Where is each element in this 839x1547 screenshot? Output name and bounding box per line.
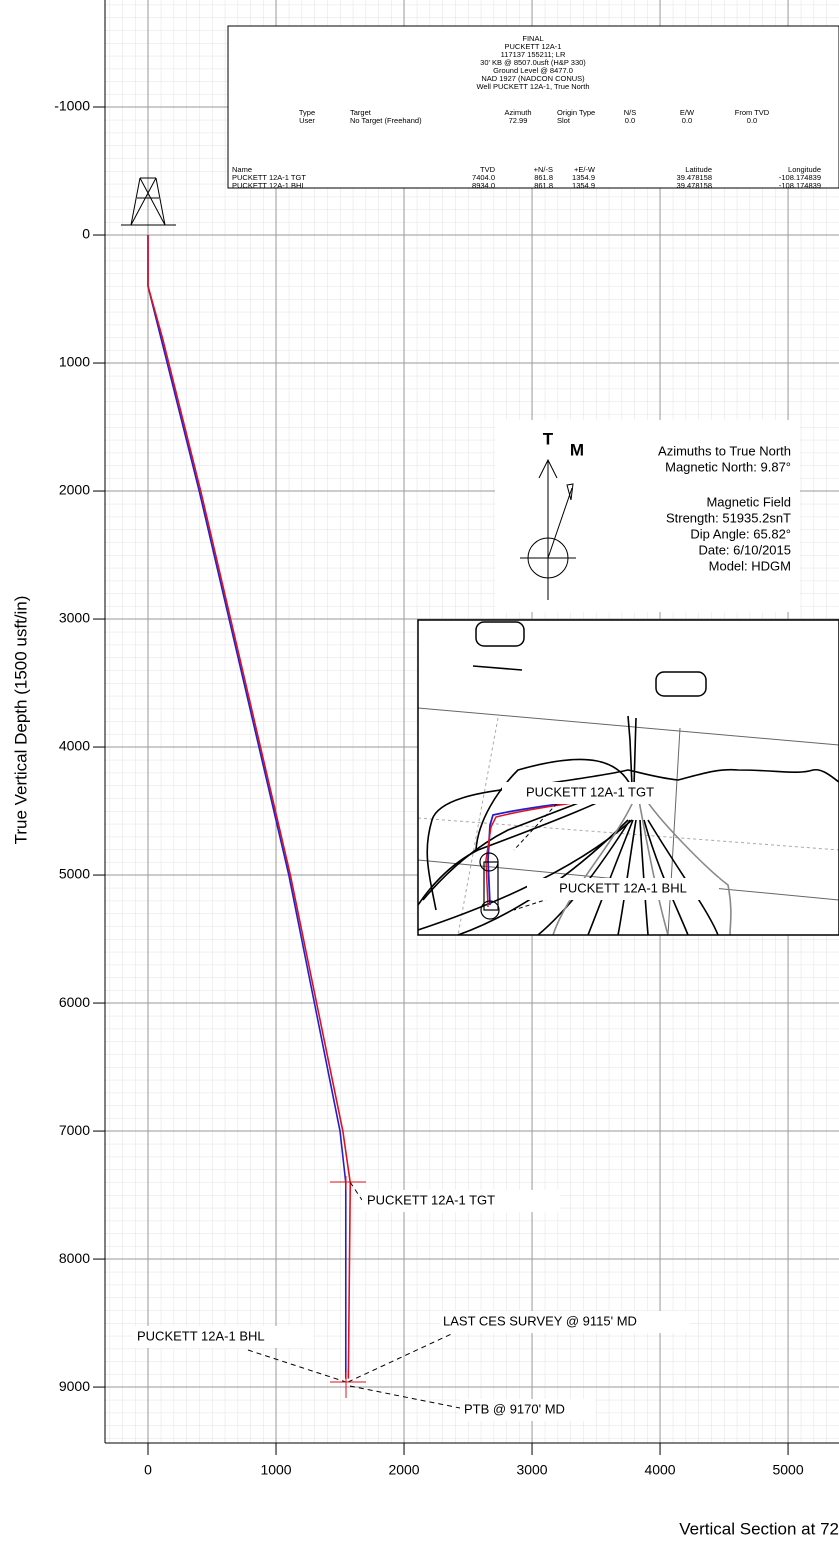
inset-label: PUCKETT 12A-1 TGT	[526, 784, 654, 799]
info-cell: 39.478158	[677, 181, 712, 190]
annotation-bg	[440, 1311, 690, 1333]
y-tick-label: 5000	[59, 866, 90, 882]
info-cell: Azimuth	[504, 108, 531, 117]
inset-label-bg	[527, 878, 719, 900]
info-cell: 0.0	[747, 116, 757, 125]
info-cell: +N/-S	[534, 165, 553, 174]
annotation-bg	[362, 1190, 560, 1212]
info-cell: Latitude	[685, 165, 712, 174]
grid	[105, 0, 839, 1443]
info-cell: 0.0	[625, 116, 635, 125]
info-cell: Slot	[557, 116, 571, 125]
info-cell: -108.174839	[779, 173, 821, 182]
info-cell: +E/-W	[574, 165, 596, 174]
info-cell: TVD	[480, 165, 496, 174]
info-cell: 1354.9	[572, 181, 595, 190]
compass-line: Date: 6/10/2015	[698, 542, 791, 557]
y-tick-label: 7000	[59, 1122, 90, 1138]
annotation-bg	[460, 1399, 595, 1421]
x-axis-label: Vertical Section at 72	[679, 1519, 839, 1538]
leader-lines	[247, 1181, 461, 1409]
compass-line: Magnetic Field	[706, 494, 791, 509]
info-line: NAD 1927 (NADCON CONUS)	[481, 74, 585, 83]
info-cell: 8934.0	[472, 181, 495, 190]
y-tick-label: -1000	[54, 98, 90, 114]
info-box	[227, 25, 839, 189]
info-cell: 861.8	[534, 173, 553, 182]
info-cell: Longitude	[788, 165, 821, 174]
x-tick-label: 0	[144, 1462, 152, 1478]
info-cell: E/W	[680, 108, 695, 117]
info-cell: 861.8	[534, 181, 553, 190]
info-line: 30' KB @ 8507.0usft (H&P 330)	[480, 58, 586, 67]
info-cell: PUCKETT 12A-1 TGT	[232, 173, 306, 182]
true-north-label: T	[543, 429, 554, 448]
compass-line: Model: HDGM	[709, 558, 791, 573]
annotation: PUCKETT 12A-1 TGT	[367, 1192, 495, 1207]
info-cell: PUCKETT 12A-1 BHL	[232, 181, 306, 190]
x-tick-label: 5000	[772, 1462, 803, 1478]
y-tick-label: 2000	[59, 482, 90, 498]
info-line: FINAL	[522, 34, 543, 43]
annotation: PTB @ 9170' MD	[464, 1401, 565, 1416]
y-tick-label: 1000	[59, 354, 90, 370]
y-tick-label: 3000	[59, 610, 90, 626]
info-cell: Name	[232, 165, 252, 174]
compass-line: Dip Angle: 65.82°	[690, 526, 791, 541]
y-axis-label: True Vertical Depth (1500 usft/in)	[11, 596, 30, 845]
y-tick-label: 0	[82, 226, 90, 242]
annotation: PUCKETT 12A-1 BHL	[137, 1328, 265, 1343]
x-tick-label: 1000	[260, 1462, 291, 1478]
compass-line: Magnetic North: 9.87°	[665, 459, 791, 474]
info-cell: Type	[299, 108, 315, 117]
annotation: LAST CES SURVEY @ 9115' MD	[443, 1313, 637, 1328]
compass-line: Strength: 51935.2snT	[666, 510, 791, 525]
info-cell: 39.478158	[677, 173, 712, 182]
curves	[147, 235, 352, 1379]
x-tick-label: 2000	[388, 1462, 419, 1478]
info-cell: User	[299, 116, 315, 125]
info-line: PUCKETT 12A-1	[505, 42, 562, 51]
compass-line: Azimuths to True North	[658, 443, 791, 458]
target-markers	[330, 1176, 366, 1398]
y-tick-label: 4000	[59, 738, 90, 754]
x-tick-label: 3000	[516, 1462, 547, 1478]
info-cell: 72.99	[509, 116, 528, 125]
info-line: 117137 155211; LR	[501, 50, 566, 59]
info-cell: 0.0	[682, 116, 692, 125]
info-cell: No Target (Freehand)	[350, 116, 422, 125]
derrick-icon	[121, 177, 176, 226]
y-tick-label: 6000	[59, 994, 90, 1010]
inset-label-bg	[502, 782, 672, 804]
info-line: Well PUCKETT 12A-1, True North	[476, 82, 589, 91]
compass-box	[495, 420, 800, 612]
info-cell: 1354.9	[572, 173, 595, 182]
info-line: Ground Level @ 8477.0	[493, 66, 573, 75]
annotation-bg	[133, 1326, 313, 1348]
x-tick-label: 4000	[644, 1462, 675, 1478]
inset-frame	[417, 619, 839, 936]
well-path	[147, 235, 352, 1379]
y-tick-label: 9000	[59, 1378, 90, 1394]
info-cell: Target	[350, 108, 372, 117]
info-cell: N/S	[624, 108, 637, 117]
inset-label: PUCKETT 12A-1 BHL	[559, 880, 687, 895]
info-cell: Origin Type	[557, 108, 595, 117]
compass-icon	[520, 458, 576, 600]
info-cell: From TVD	[735, 108, 770, 117]
info-cell: -108.174839	[779, 181, 821, 190]
y-tick-label: 8000	[59, 1250, 90, 1266]
info-cell: 7404.0	[472, 173, 495, 182]
magnetic-north-label: M	[570, 440, 584, 459]
